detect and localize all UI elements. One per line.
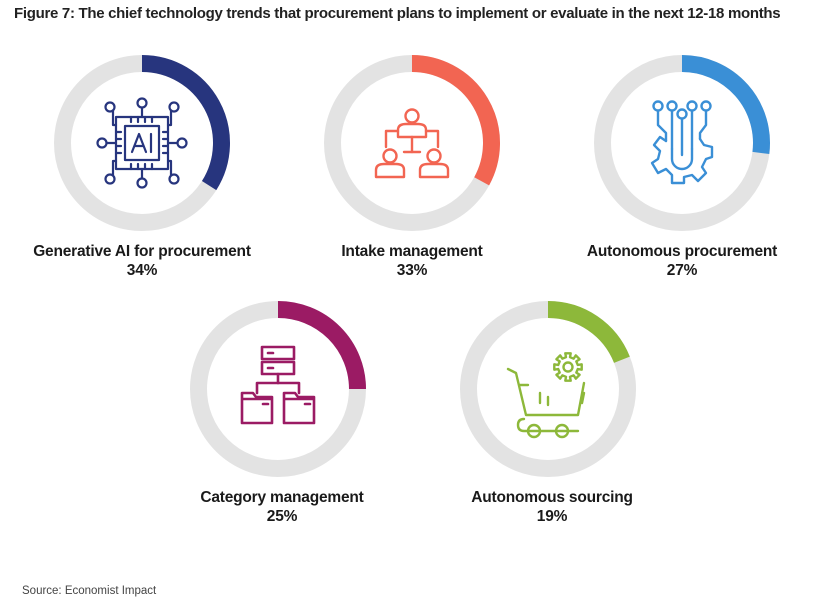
donut-value-text: 27% xyxy=(666,262,698,279)
donut-2 xyxy=(594,55,770,231)
folder-hierarchy-icon xyxy=(240,345,316,425)
donut-label-2: Autonomous procurement 27% xyxy=(532,242,814,280)
donut-4 xyxy=(460,301,636,477)
donut-label-text: Category management xyxy=(200,489,364,506)
donut-label-1: Intake management 33% xyxy=(262,242,562,280)
donut-value-text: 19% xyxy=(536,508,568,525)
donut-value-text: 33% xyxy=(396,262,428,279)
donut-arc-1 xyxy=(411,55,500,186)
donut-label-0: Generative AI for procurement 34% xyxy=(0,242,292,280)
donut-label-text: Generative AI for procurement xyxy=(33,243,251,260)
donut-arc-4 xyxy=(547,301,630,364)
donut-1 xyxy=(324,55,500,231)
donut-value-text: 34% xyxy=(126,262,158,279)
figure-title: Figure 7: The chief technology trends th… xyxy=(14,5,781,22)
donut-value-text: 25% xyxy=(266,508,298,525)
source-note: Source: Economist Impact xyxy=(22,585,157,597)
cart-gear-icon xyxy=(506,352,586,439)
donut-label-3: Category management 25% xyxy=(132,488,432,526)
circuit-gear-icon xyxy=(650,100,714,185)
donut-3 xyxy=(190,301,366,477)
donut-label-4: Autonomous sourcing 19% xyxy=(402,488,702,526)
org-hierarchy-icon xyxy=(374,108,450,179)
donut-label-text: Intake management xyxy=(341,243,483,260)
donut-arc-2 xyxy=(681,55,770,155)
donut-label-text: Autonomous procurement xyxy=(586,243,778,260)
donut-arc-3 xyxy=(277,301,366,390)
ai-chip-icon xyxy=(96,97,188,189)
donut-label-text: Autonomous sourcing xyxy=(471,489,633,506)
donut-arc-0 xyxy=(141,55,230,191)
donut-0 xyxy=(54,55,230,231)
